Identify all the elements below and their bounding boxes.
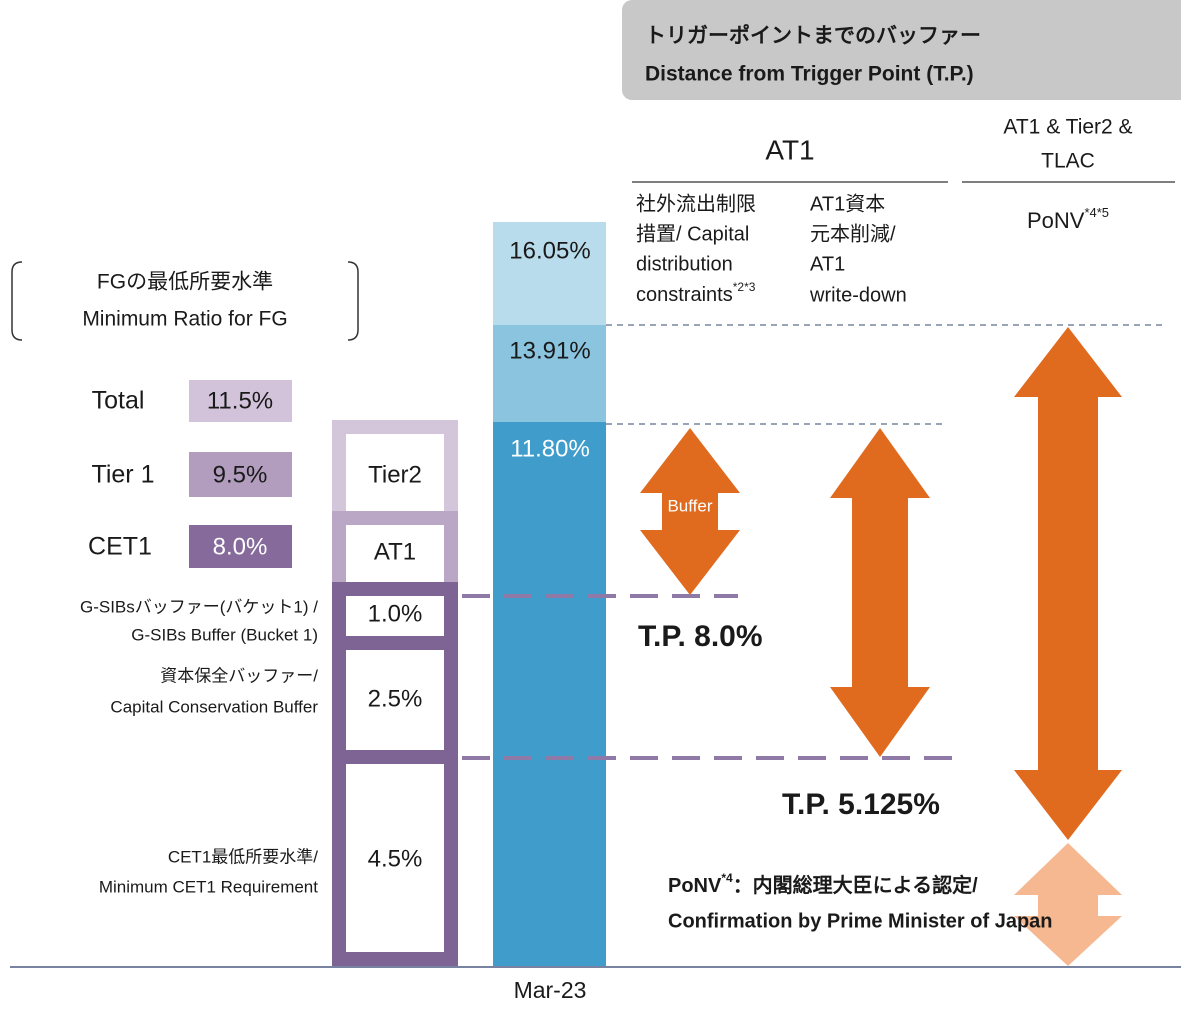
column-text: 社外流出制限 bbox=[636, 192, 756, 215]
row-value: 9.5% bbox=[213, 461, 268, 488]
cet1-frame bbox=[332, 582, 458, 966]
value-box bbox=[189, 452, 292, 497]
minimum-title: FGの最低所要水準 bbox=[97, 271, 273, 294]
stack-label: Capital Conservation Buffer bbox=[110, 697, 318, 716]
value-box bbox=[189, 525, 292, 568]
column-text: AT1 bbox=[810, 253, 845, 275]
note: PoNV*4：内閣総理大臣による認定/ bbox=[668, 871, 978, 897]
buffer-label: Buffer bbox=[667, 496, 712, 515]
stack-text: 2.5% bbox=[368, 685, 423, 712]
bar-label: 16.05% bbox=[509, 237, 590, 264]
column-text: distribution bbox=[636, 253, 733, 275]
header-line: トリガーポイントまでのバッファー bbox=[645, 24, 981, 48]
row-value: 8.0% bbox=[213, 533, 268, 560]
group-title: AT1 bbox=[765, 134, 814, 165]
writedown-arrow bbox=[830, 428, 930, 757]
stack-label: G-SIBsバッファー(バケット1) / bbox=[80, 597, 318, 616]
note: Confirmation by Prime Minister of Japan bbox=[668, 910, 1053, 932]
value-box bbox=[189, 380, 292, 422]
column-text: write-down bbox=[809, 284, 907, 306]
stack-text: 4.5% bbox=[368, 845, 423, 872]
bar-segment bbox=[493, 422, 606, 966]
stack-label: Minimum CET1 Requirement bbox=[99, 877, 318, 896]
superscript: *2*3 bbox=[733, 280, 756, 294]
bracket bbox=[347, 261, 359, 341]
row-value: 11.5% bbox=[207, 387, 273, 414]
buffer-arrow bbox=[640, 428, 740, 595]
stack-label: G-SIBs Buffer (Bucket 1) bbox=[131, 625, 318, 644]
stack-label: CET1最低所要水準/ bbox=[168, 847, 318, 866]
superscript: *4 bbox=[721, 871, 733, 885]
bar-segment bbox=[493, 325, 606, 422]
minimum-title: Minimum Ratio for FG bbox=[82, 308, 287, 331]
bar-label: 11.80% bbox=[510, 435, 590, 462]
bar-segment bbox=[493, 222, 606, 325]
header-line: Distance from Trigger Point (T.P.) bbox=[645, 63, 974, 86]
stack-text: Tier2 bbox=[368, 461, 422, 488]
stack-label: 資本保全バッファー/ bbox=[160, 666, 318, 685]
bracket bbox=[11, 261, 23, 341]
ponv-light-arrow bbox=[1014, 843, 1122, 966]
stack-text: 1.0% bbox=[368, 600, 423, 627]
ponv-arrow bbox=[1014, 327, 1122, 840]
stack-text: AT1 bbox=[374, 538, 416, 565]
column-text: PoNV*4*5 bbox=[1027, 205, 1109, 232]
text: PoNV bbox=[1027, 208, 1085, 233]
bar-label: 13.91% bbox=[509, 337, 590, 364]
column-text: 措置/ Capital bbox=[636, 222, 749, 245]
group-title: TLAC bbox=[1041, 150, 1095, 173]
row-label: Total bbox=[92, 387, 145, 415]
column-text: 元本削減/ bbox=[810, 222, 896, 245]
superscript: *4*5 bbox=[1084, 205, 1109, 220]
text: PoNV bbox=[668, 875, 722, 897]
text: ：内閣総理大臣による認定/ bbox=[733, 873, 978, 897]
trigger-point: T.P. 5.125% bbox=[782, 788, 940, 821]
group-title: AT1 & Tier2 & bbox=[1003, 116, 1132, 139]
column-text: constraints*2*3 bbox=[636, 280, 756, 306]
column-text: AT1資本 bbox=[810, 192, 885, 215]
row-label: CET1 bbox=[88, 533, 152, 561]
period-label: Mar-23 bbox=[514, 977, 587, 1003]
header-box bbox=[622, 0, 1181, 100]
row-label: Tier 1 bbox=[92, 461, 155, 489]
trigger-point: T.P. 8.0% bbox=[638, 620, 763, 653]
text: constraints bbox=[636, 284, 733, 306]
